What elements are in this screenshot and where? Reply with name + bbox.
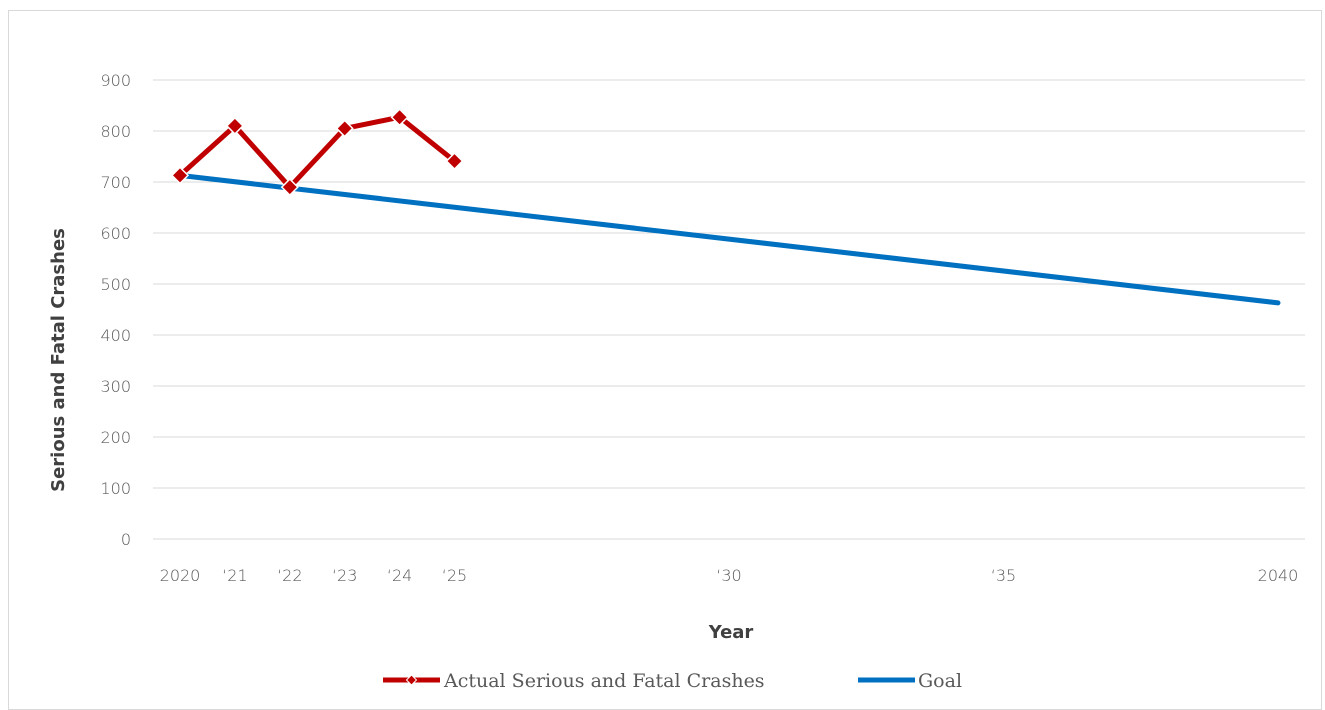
y-tick-label: 700 xyxy=(100,173,131,192)
x-tick-label: ‘23 xyxy=(332,566,357,585)
legend-label-goal: Goal xyxy=(918,670,962,690)
y-tick-label: 400 xyxy=(100,326,131,345)
y-tick-label: 600 xyxy=(100,224,131,243)
data-point-actual xyxy=(445,152,464,171)
series-lines xyxy=(177,114,1281,306)
y-tick-label: 0 xyxy=(121,530,131,549)
series-line-goal xyxy=(177,172,1281,306)
y-tick-label: 900 xyxy=(100,71,131,90)
data-point-actual xyxy=(225,116,244,135)
legend-diamond-icon xyxy=(405,674,418,686)
x-tick-label: ‘35 xyxy=(991,566,1016,585)
y-tick-label: 300 xyxy=(100,377,131,396)
x-axis-title: Year xyxy=(708,622,754,643)
x-tick-label: ‘24 xyxy=(387,566,412,585)
y-axis-title: Serious and Fatal Crashes xyxy=(48,228,69,492)
legend-label-actual: Actual Serious and Fatal Crashes xyxy=(443,670,765,690)
line-chart: 0 100 200 300 400 500 600 700 800 900 2020 ‘21 ‘22 ‘… xyxy=(48,71,1305,690)
x-tick-label: ‘25 xyxy=(442,566,467,585)
series-markers xyxy=(170,108,464,197)
x-tick-labels: 2020 ‘21 ‘22 ‘23 ‘24 ‘25 ‘30 ‘35 2040 xyxy=(160,566,1299,585)
legend-item-goal: Goal xyxy=(858,670,962,690)
x-tick-label: ‘30 xyxy=(716,566,741,585)
x-tick-label: 2020 xyxy=(160,566,201,585)
data-point-actual xyxy=(390,108,409,127)
gridlines xyxy=(153,79,1305,540)
y-tick-label: 200 xyxy=(100,428,131,447)
data-point-actual xyxy=(280,178,299,197)
y-tick-labels: 0 100 200 300 400 500 600 700 800 900 xyxy=(100,71,131,549)
x-tick-label: ‘22 xyxy=(277,566,302,585)
legend: Actual Serious and Fatal Crashes Goal xyxy=(383,670,962,690)
data-point-actual xyxy=(335,119,354,138)
x-tick-label: ‘21 xyxy=(222,566,247,585)
y-tick-label: 500 xyxy=(100,275,131,294)
legend-item-actual: Actual Serious and Fatal Crashes xyxy=(383,670,765,690)
y-tick-label: 100 xyxy=(100,479,131,498)
data-point-actual xyxy=(170,166,190,185)
x-tick-label: 2040 xyxy=(1258,566,1299,585)
series-line-actual xyxy=(177,114,457,190)
y-tick-label: 800 xyxy=(100,122,131,141)
